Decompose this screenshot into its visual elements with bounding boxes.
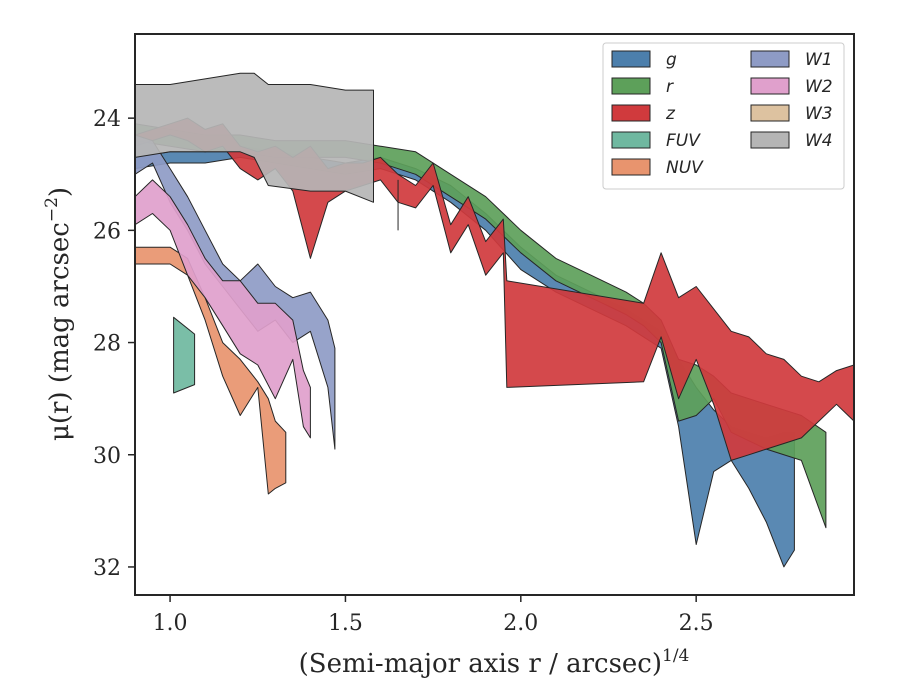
legend-swatch-w3: [750, 104, 790, 122]
series-band-w4: [135, 72, 374, 203]
legend-label-w1: W1: [805, 50, 833, 70]
legend-swatch-g: [611, 50, 651, 68]
legend-label-r: r: [666, 77, 674, 97]
legend-swatch-w2: [750, 77, 790, 95]
y-tick-label: 28: [93, 332, 121, 357]
x-tick-label: 2.5: [679, 611, 714, 636]
y-axis: 24 26 28 30 32: [93, 107, 135, 581]
x-tick-label: 1.0: [153, 611, 188, 636]
legend-label-w2: W2: [805, 77, 833, 97]
y-tick-label: 32: [93, 556, 121, 581]
legend: grz FUV NUV W1 W2 W3 W4: [602, 42, 845, 190]
y-tick-label: 30: [93, 444, 121, 469]
legend-swatch-w1: [750, 50, 790, 68]
x-tick-label: 1.5: [328, 611, 363, 636]
legend-swatch-w4: [750, 131, 790, 149]
series-band-nuv: [135, 246, 287, 495]
x-axis-label: (Semi-major axis r / arcsec)1/4: [299, 646, 690, 679]
legend-label-w3: W3: [805, 104, 833, 124]
y-tick-label: 24: [93, 107, 121, 132]
legend-label-z: z: [665, 104, 676, 124]
series-band-fuv: [173, 316, 196, 394]
legend-label-g: g: [666, 50, 677, 70]
plot-frame: [134, 33, 855, 596]
legend-swatch-nuv: [611, 158, 651, 176]
series-band-w2: [135, 179, 311, 439]
legend-swatch-z: [611, 104, 651, 122]
x-axis: 1.0 1.5 2.0 2.5: [153, 595, 714, 636]
y-axis-label: μ(r) (mag arcsec−2): [42, 187, 75, 441]
legend-label-fuv: FUV: [666, 131, 701, 151]
x-tick-label: 2.0: [503, 611, 538, 636]
series-bands: [135, 72, 854, 568]
legend-swatch-fuv: [611, 131, 651, 149]
y-tick-label: 26: [93, 219, 121, 244]
legend-label-nuv: NUV: [666, 158, 704, 178]
legend-swatch-r: [611, 77, 651, 95]
legend-label-w4: W4: [805, 131, 833, 151]
